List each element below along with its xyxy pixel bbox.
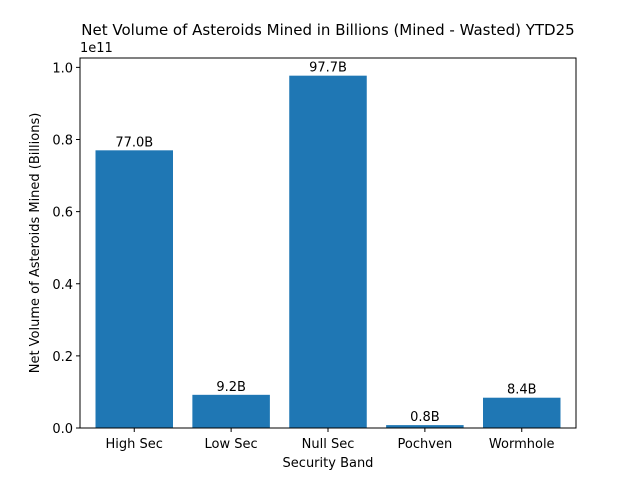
x-tick-label-low-sec: Low Sec (205, 437, 258, 452)
data-label-pochven: 0.8B (410, 410, 440, 425)
y-tick-label: 1.0 (52, 61, 73, 76)
data-labels-group: 77.0B 9.2B 97.7B 0.8B 8.4B (115, 61, 536, 425)
x-tick-label-wormhole: Wormhole (489, 437, 555, 452)
y-axis-label: Net Volume of Asteroids Mined (Billions) (28, 113, 43, 374)
y-tick-label: 0.0 (52, 422, 73, 437)
x-axis-label: Security Band (283, 456, 374, 471)
bar-high-sec (95, 150, 173, 428)
chart-title: Net Volume of Asteroids Mined in Billion… (81, 21, 574, 39)
x-axis-ticks: High Sec Low Sec Null Sec Pochven Wormhole (106, 428, 555, 452)
plot-frame (79, 57, 577, 429)
bar-low-sec (192, 394, 270, 428)
bar-null-sec (289, 75, 367, 428)
x-tick-label-high-sec: High Sec (106, 437, 163, 452)
bars-group (95, 75, 561, 428)
bar-wormhole (483, 397, 561, 428)
data-label-low-sec: 9.2B (216, 380, 246, 395)
y-axis-ticks: 0.0 0.2 0.4 0.6 0.8 1.0 (52, 61, 80, 437)
data-label-null-sec: 97.7B (309, 61, 347, 76)
y-tick-label: 0.4 (52, 278, 73, 293)
data-label-wormhole: 8.4B (507, 383, 537, 398)
y-tick-label: 0.6 (52, 206, 73, 221)
y-tick-label: 0.8 (52, 134, 73, 149)
x-tick-label-pochven: Pochven (398, 437, 453, 452)
x-tick-label-null-sec: Null Sec (302, 437, 355, 452)
bar-pochven (386, 425, 464, 428)
data-label-high-sec: 77.0B (115, 135, 153, 150)
y-tick-label: 0.2 (52, 350, 73, 365)
y-axis-offset-label: 1e11 (80, 41, 113, 56)
